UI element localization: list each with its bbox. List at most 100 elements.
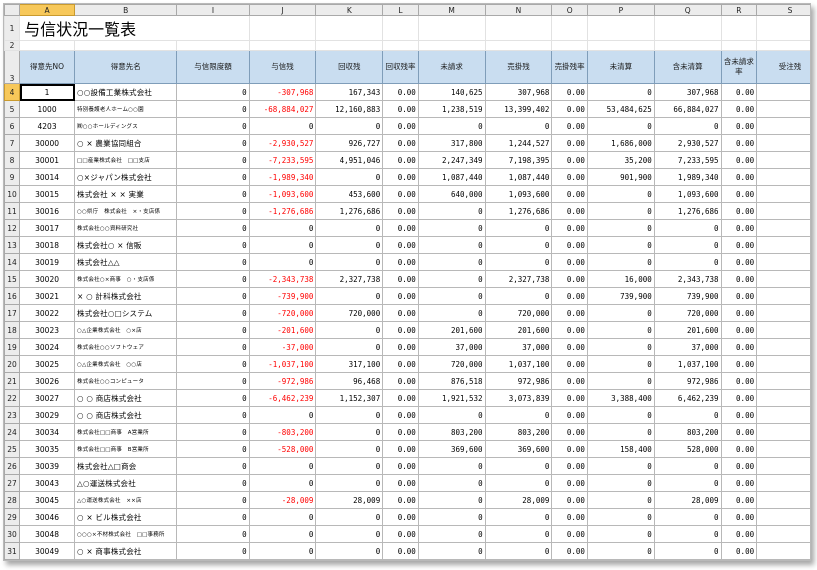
header-cell[interactable]: 得意先名 — [74, 50, 178, 84]
value-cell[interactable]: 876,518 — [417, 372, 486, 390]
column-header[interactable]: S — [756, 4, 810, 16]
column-header[interactable]: K — [315, 4, 384, 16]
sheet-title[interactable]: 与信状況一覧表 — [19, 15, 250, 41]
value-cell[interactable]: 972,986 — [653, 372, 722, 390]
customer-name-cell[interactable]: 株式会社△□商会 — [74, 457, 178, 475]
value-cell[interactable]: 0.00 — [720, 83, 758, 101]
column-header[interactable]: B — [74, 4, 178, 16]
cell[interactable] — [484, 15, 553, 41]
value-cell[interactable]: 0.00 — [382, 151, 419, 169]
row-header[interactable]: 3 — [4, 50, 21, 84]
value-cell[interactable]: 0 — [756, 134, 810, 152]
value-cell[interactable]: 0 — [315, 253, 384, 271]
value-cell[interactable]: 0 — [176, 559, 250, 560]
value-cell[interactable]: 0 — [417, 525, 486, 543]
value-cell[interactable]: 803,200 — [417, 423, 486, 441]
value-cell[interactable]: 0.00 — [551, 355, 588, 373]
value-cell[interactable]: 37,000 — [653, 338, 722, 356]
value-cell[interactable]: 972,986 — [484, 372, 553, 390]
row-header[interactable]: 18 — [4, 321, 21, 339]
value-cell[interactable]: 0 — [248, 542, 317, 560]
value-cell[interactable]: 0 — [756, 338, 810, 356]
customer-name-cell[interactable]: 株式会社○○ソフトウェア — [74, 338, 178, 356]
value-cell[interactable]: 0 — [756, 117, 810, 135]
value-cell[interactable]: 0 — [176, 474, 250, 492]
value-cell[interactable]: 0 — [484, 236, 553, 254]
customer-name-cell[interactable]: × ○ 計科株式会社 — [74, 287, 178, 305]
value-cell[interactable]: 0 — [315, 287, 384, 305]
value-cell[interactable]: 2,327,738 — [484, 270, 553, 288]
value-cell[interactable]: 37,000 — [417, 338, 486, 356]
value-cell[interactable]: 0 — [176, 423, 250, 441]
value-cell[interactable]: 0.00 — [551, 508, 588, 526]
select-all-corner[interactable] — [4, 4, 21, 16]
value-cell[interactable]: 0 — [248, 236, 317, 254]
value-cell[interactable]: 739,900 — [586, 287, 655, 305]
value-cell[interactable]: 0.00 — [382, 100, 419, 118]
value-cell[interactable]: 0.00 — [720, 304, 758, 322]
value-cell[interactable]: 0.00 — [720, 440, 758, 458]
value-cell[interactable]: 0 — [315, 474, 384, 492]
value-cell[interactable]: 1,037,100 — [484, 355, 553, 373]
value-cell[interactable]: 201,600 — [653, 321, 722, 339]
value-cell[interactable]: 0 — [756, 525, 810, 543]
value-cell[interactable]: 0 — [653, 542, 722, 560]
value-cell[interactable]: 0.00 — [551, 151, 588, 169]
value-cell[interactable]: 0.00 — [551, 440, 588, 458]
value-cell[interactable]: 0 — [417, 508, 486, 526]
value-cell[interactable]: -201,600 — [248, 321, 317, 339]
value-cell[interactable]: 0 — [484, 117, 553, 135]
value-cell[interactable]: 0.00 — [720, 202, 758, 220]
value-cell[interactable]: 1,087,440 — [417, 168, 486, 186]
value-cell[interactable]: 0 — [248, 406, 317, 424]
value-cell[interactable]: 0.00 — [720, 219, 758, 237]
value-cell[interactable]: 0.00 — [551, 406, 588, 424]
value-cell[interactable]: 16,000 — [586, 270, 655, 288]
header-cell[interactable]: 売掛残率 — [551, 50, 588, 84]
value-cell[interactable]: 640,000 — [417, 185, 486, 203]
value-cell[interactable]: 0 — [417, 559, 486, 560]
value-cell[interactable]: 6,462,239 — [653, 389, 722, 407]
customer-code-cell[interactable]: 30018 — [19, 236, 76, 254]
value-cell[interactable]: 0 — [586, 525, 655, 543]
column-header[interactable]: R — [720, 4, 758, 16]
value-cell[interactable]: 1,276,686 — [653, 202, 722, 220]
column-header[interactable]: Q — [653, 4, 722, 16]
value-cell[interactable]: 0 — [756, 168, 810, 186]
value-cell[interactable]: 0.00 — [382, 270, 419, 288]
value-cell[interactable]: 243,537 — [484, 559, 553, 560]
header-cell[interactable]: 受注残 — [756, 50, 810, 84]
row-header[interactable]: 26 — [4, 457, 21, 475]
customer-code-cell[interactable]: 4203 — [19, 117, 76, 135]
value-cell[interactable]: 0 — [315, 338, 384, 356]
customer-code-cell[interactable]: 30020 — [19, 270, 76, 288]
cell[interactable] — [551, 15, 588, 41]
customer-name-cell[interactable]: 特別養護老人ホーム○○園 — [74, 100, 178, 118]
value-cell[interactable]: 0.00 — [382, 406, 419, 424]
value-cell[interactable]: 0 — [756, 321, 810, 339]
value-cell[interactable]: -803,200 — [248, 423, 317, 441]
value-cell[interactable]: 720,000 — [417, 355, 486, 373]
value-cell[interactable]: 0.00 — [551, 559, 588, 560]
value-cell[interactable]: 0.00 — [551, 525, 588, 543]
value-cell[interactable]: 1,989,340 — [653, 168, 722, 186]
value-cell[interactable]: 0.00 — [551, 372, 588, 390]
value-cell[interactable]: 0.00 — [382, 219, 419, 237]
value-cell[interactable]: 0.00 — [551, 389, 588, 407]
column-header[interactable]: L — [382, 4, 419, 16]
value-cell[interactable]: 0.00 — [382, 508, 419, 526]
customer-code-cell[interactable]: 30019 — [19, 253, 76, 271]
value-cell[interactable]: 0 — [248, 117, 317, 135]
value-cell[interactable]: 0.00 — [720, 423, 758, 441]
value-cell[interactable]: 0.00 — [551, 287, 588, 305]
customer-name-cell[interactable]: ○×ジャパン株式会社 — [74, 168, 178, 186]
value-cell[interactable]: 2,930,527 — [653, 134, 722, 152]
value-cell[interactable]: 0.00 — [382, 355, 419, 373]
customer-code-cell[interactable]: 30027 — [19, 389, 76, 407]
value-cell[interactable]: 0 — [586, 304, 655, 322]
row-header[interactable]: 25 — [4, 440, 21, 458]
value-cell[interactable]: 0 — [756, 219, 810, 237]
value-cell[interactable]: 0 — [586, 423, 655, 441]
value-cell[interactable]: 0 — [586, 559, 655, 560]
cell[interactable] — [586, 40, 655, 51]
